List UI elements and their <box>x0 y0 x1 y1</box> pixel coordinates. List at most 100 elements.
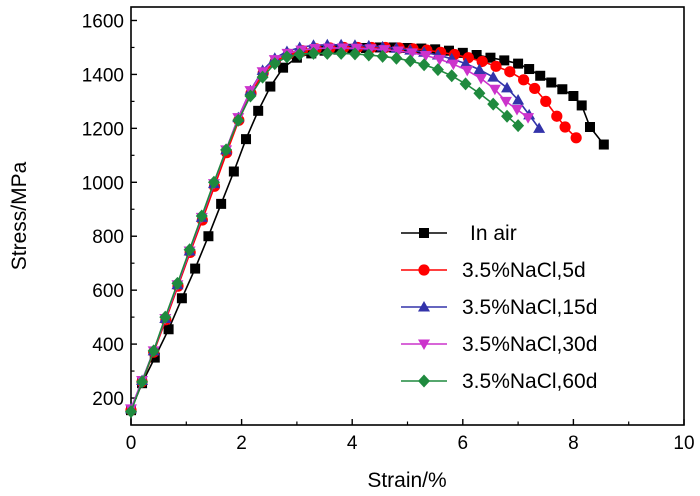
data-point <box>171 276 184 290</box>
data-point <box>203 231 214 242</box>
legend-item: 3.5%NaCl,15d <box>401 296 597 319</box>
data-point <box>501 81 514 93</box>
data-point <box>598 139 609 150</box>
data-point <box>244 89 257 103</box>
legend-marker <box>418 301 430 312</box>
data-point <box>291 52 302 63</box>
x-tick-label: 6 <box>458 433 469 454</box>
data-point <box>416 43 427 54</box>
legend-marker <box>418 374 430 388</box>
y-tick-label: 1200 <box>82 119 124 140</box>
legend-label: 3.5%NaCl,15d <box>462 296 597 319</box>
data-point <box>512 94 525 105</box>
data-point <box>253 105 264 116</box>
data-point <box>364 44 377 55</box>
data-point <box>512 119 525 133</box>
data-point <box>321 46 334 60</box>
data-point <box>183 243 196 257</box>
data-point <box>546 77 557 88</box>
x-tick-label: 8 <box>568 433 579 454</box>
data-point <box>176 293 187 304</box>
data-point <box>518 74 530 86</box>
series-layer <box>125 38 609 419</box>
data-point <box>459 77 472 91</box>
y-tick-label: 200 <box>92 389 124 410</box>
data-point <box>499 55 510 66</box>
data-point <box>376 49 389 63</box>
data-point <box>533 122 546 133</box>
data-point <box>473 63 486 75</box>
legend-marker <box>419 228 429 238</box>
data-point <box>485 52 496 63</box>
data-point <box>488 84 501 96</box>
x-tick-label: 0 <box>126 433 137 454</box>
y-axis-title: Stress/MPa <box>8 161 31 270</box>
data-point <box>348 47 361 61</box>
data-point <box>471 50 482 61</box>
x-tick-label: 10 <box>673 433 694 454</box>
legend: In air 3.5%NaCl,5d 3.5%NaCl,15d 3.5%NaCl,30… <box>401 222 597 393</box>
y-tick-label: 1400 <box>82 65 124 86</box>
data-point <box>404 54 417 68</box>
legend-item: 3.5%NaCl,30d <box>401 333 597 356</box>
data-point <box>499 96 512 108</box>
data-point <box>490 60 502 72</box>
data-point <box>207 175 220 189</box>
data-point <box>487 71 500 82</box>
data-point <box>125 405 137 419</box>
data-point <box>280 50 293 64</box>
data-point <box>430 44 441 55</box>
data-point <box>418 58 431 72</box>
data-point <box>278 62 289 73</box>
y-tick-label: 400 <box>92 335 124 356</box>
data-point <box>557 84 568 95</box>
series-4 <box>125 46 525 419</box>
data-point <box>431 63 444 77</box>
data-point <box>390 51 403 65</box>
data-point <box>501 109 514 123</box>
data-point <box>163 324 174 335</box>
data-point <box>293 47 306 61</box>
data-point <box>241 134 252 145</box>
data-point <box>268 57 281 71</box>
data-point <box>350 43 363 55</box>
data-point <box>195 209 208 223</box>
data-point <box>232 113 245 127</box>
data-point <box>445 69 458 83</box>
data-point <box>392 46 405 57</box>
data-point <box>524 64 535 75</box>
data-point <box>419 51 432 62</box>
data-point <box>568 90 579 101</box>
data-point <box>576 100 587 111</box>
data-point <box>405 48 418 59</box>
y-tick-label: 600 <box>92 281 124 302</box>
data-point <box>570 132 582 144</box>
data-point <box>362 48 375 62</box>
data-point <box>513 58 524 69</box>
data-point <box>476 55 488 68</box>
data-point <box>307 46 320 60</box>
legend-marker <box>418 264 430 276</box>
data-point <box>190 263 201 274</box>
legend-item: In air <box>401 222 517 245</box>
data-point <box>473 86 486 100</box>
data-point <box>535 70 546 81</box>
data-point <box>220 143 233 157</box>
data-point <box>522 113 535 124</box>
data-point <box>457 47 468 58</box>
y-axis: 200 400 600 800 1000 1200 1400 1600 <box>82 11 137 410</box>
x-axis: 0 2 4 6 8 10 <box>126 419 695 454</box>
x-tick-label: 4 <box>347 433 358 454</box>
legend-item: 3.5%NaCl,60d <box>401 370 597 393</box>
data-point <box>159 310 172 324</box>
y-tick-label: 1600 <box>82 11 124 32</box>
legend-item: 3.5%NaCl,5d <box>401 259 586 282</box>
data-point <box>510 104 523 116</box>
data-point <box>584 122 595 133</box>
data-point <box>136 375 149 389</box>
data-point <box>559 121 571 133</box>
data-point <box>378 45 391 56</box>
data-point <box>447 59 460 71</box>
data-point <box>540 95 552 107</box>
